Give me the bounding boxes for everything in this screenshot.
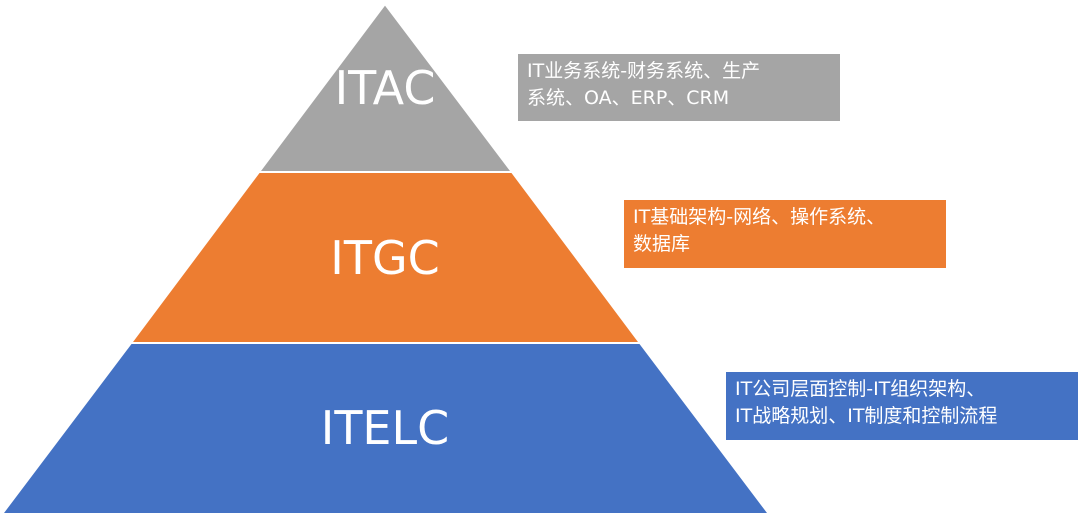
description-line: IT基础架构-网络、操作系统、 bbox=[633, 206, 886, 228]
description-line: 系统、OA、ERP、CRM bbox=[527, 87, 730, 109]
description-box-itelc: IT公司层面控制-IT组织架构、 IT战略规划、IT制度和控制流程 bbox=[726, 372, 1078, 440]
pyramid-tier-itelc bbox=[0, 342, 772, 515]
description-line: IT公司层面控制-IT组织架构、 bbox=[735, 378, 986, 400]
tier-label-itelc: ITELC bbox=[321, 401, 449, 455]
description-box-itac: IT业务系统-财务系统、生产 系统、OA、ERP、CRM bbox=[518, 54, 840, 121]
tier-label-itac: ITAC bbox=[335, 61, 436, 115]
description-line: 数据库 bbox=[633, 233, 691, 255]
description-line: IT战略规划、IT制度和控制流程 bbox=[735, 405, 998, 427]
description-line: IT业务系统-财务系统、生产 bbox=[527, 60, 761, 82]
description-box-itgc: IT基础架构-网络、操作系统、 数据库 bbox=[624, 200, 946, 268]
tier-label-itgc: ITGC bbox=[330, 231, 439, 285]
